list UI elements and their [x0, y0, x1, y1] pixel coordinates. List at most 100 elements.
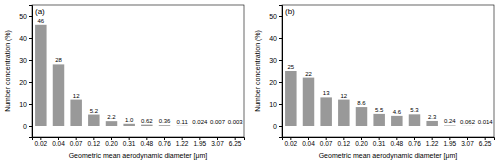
- data-label: 0.014: [478, 119, 494, 125]
- y-tick-mark: [279, 126, 282, 127]
- y-tick-label: 20: [19, 79, 27, 86]
- x-tick: 0.48: [141, 137, 154, 147]
- x-tick-label: 0.48: [391, 140, 404, 147]
- x-tick-label: 0.31: [123, 140, 136, 147]
- y-tick: 50: [269, 13, 282, 20]
- y-tick-mark: [29, 82, 32, 83]
- x-tick-label: 0.48: [141, 140, 154, 147]
- y-axis-line: [29, 6, 33, 138]
- x-tick-label: 1.95: [444, 140, 457, 147]
- y-tick: 50: [19, 13, 32, 20]
- bar: [479, 125, 490, 126]
- bar: [409, 114, 420, 126]
- x-tick: 0.02: [285, 137, 298, 147]
- y-tick: 0: [23, 123, 32, 130]
- panel: 010203040500.020.040.070.120.200.310.480…: [254, 5, 495, 160]
- y-tick-label: 10: [269, 101, 277, 108]
- x-tick: 0.31: [123, 137, 136, 147]
- y-tick-label: 40: [19, 35, 27, 42]
- x-tick: 6.25: [229, 137, 242, 147]
- y-axis: 0 10 20 30 40 50: [269, 6, 282, 138]
- x-tick: 1.22: [426, 137, 439, 147]
- x-tick-label: 0.76: [408, 140, 421, 147]
- bar: [194, 125, 205, 126]
- y-tick-mark: [29, 38, 32, 39]
- y-tick: 0: [273, 123, 282, 130]
- bar: [141, 125, 152, 126]
- bar: [356, 107, 367, 126]
- y-tick-label: 0: [23, 123, 27, 130]
- y-tick-mark: [29, 16, 32, 17]
- bar: [106, 121, 117, 126]
- x-tick-label: 1.22: [426, 140, 439, 147]
- data-label: 8.6: [357, 100, 366, 106]
- x-axis: 0.020.040.070.120.200.310.480.761.221.95…: [283, 137, 495, 147]
- x-tick-label: 6.25: [479, 140, 492, 147]
- y-tick-label: 20: [269, 79, 277, 86]
- bar: [53, 64, 64, 126]
- x-tick-label: 1.95: [194, 140, 207, 147]
- y-tick-label: 30: [269, 57, 277, 64]
- y-tick-mark: [279, 82, 282, 83]
- y-tick: 10: [269, 101, 282, 108]
- bar: [303, 78, 314, 126]
- bar: [176, 125, 187, 126]
- data-label: 1.0: [125, 117, 134, 123]
- y-tick-label: 50: [269, 13, 277, 20]
- bar: [391, 116, 402, 126]
- x-tick: 3.07: [211, 137, 224, 147]
- y-tick-mark: [279, 104, 282, 105]
- panel: 010203040500.020.040.070.120.200.310.480…: [4, 5, 245, 160]
- data-label: 46: [37, 18, 44, 24]
- data-label: 22: [305, 71, 312, 77]
- y-tick-mark: [29, 126, 32, 127]
- x-tick: 6.25: [479, 137, 492, 147]
- y-tick: 40: [269, 35, 282, 42]
- x-tick: 0.04: [52, 137, 65, 147]
- data-label: 0.007: [210, 119, 226, 125]
- x-tick: 0.20: [105, 137, 118, 147]
- x-tick: 0.20: [355, 137, 368, 147]
- data-label: 4.6: [393, 109, 402, 115]
- y-axis-title: Number concentration (%): [4, 30, 12, 112]
- data-label: 13: [323, 90, 330, 96]
- data-labels: 252213128.65.54.65.32.30.240.0620.014: [287, 64, 493, 125]
- bar: [426, 121, 437, 126]
- data-label: 2.2: [107, 114, 116, 120]
- x-axis-title: Geometric mean aerodynamic diameter [μm]: [319, 152, 458, 160]
- data-label: 0.003: [228, 119, 244, 125]
- x-tick-label: 0.07: [70, 140, 83, 147]
- y-tick: 20: [269, 79, 282, 86]
- data-label: 0.36: [159, 118, 171, 124]
- data-label: 0.024: [192, 119, 208, 125]
- x-tick-label: 3.07: [211, 140, 224, 147]
- x-tick: 3.07: [461, 137, 474, 147]
- bar: [444, 125, 455, 127]
- y-tick-mark: [279, 38, 282, 39]
- x-axis-title: Geometric mean aerodynamic diameter [μm]: [69, 152, 208, 160]
- bar: [35, 25, 46, 126]
- x-tick: 0.07: [70, 137, 83, 147]
- y-tick-mark: [279, 60, 282, 61]
- x-tick: 0.12: [338, 137, 351, 147]
- bar: [320, 97, 331, 126]
- y-tick-mark: [29, 104, 32, 105]
- x-tick: 0.12: [88, 137, 101, 147]
- y-tick-label: 30: [19, 57, 27, 64]
- bar: [229, 125, 240, 126]
- x-tick: 0.76: [158, 137, 171, 147]
- y-axis-line: [279, 6, 283, 138]
- data-label: 5.5: [375, 107, 384, 113]
- plot-frame: [282, 5, 494, 137]
- panel-label: (a): [35, 7, 45, 16]
- bars: [285, 71, 491, 126]
- data-label: 2.3: [428, 114, 437, 120]
- data-label: 0.11: [177, 119, 189, 125]
- x-tick-label: 1.22: [176, 140, 189, 147]
- data-label: 5.3: [410, 107, 419, 113]
- bar: [88, 115, 99, 126]
- x-tick: 0.76: [408, 137, 421, 147]
- x-tick: 1.22: [176, 137, 189, 147]
- y-tick-mark: [279, 16, 282, 17]
- data-label: 0.62: [141, 118, 153, 124]
